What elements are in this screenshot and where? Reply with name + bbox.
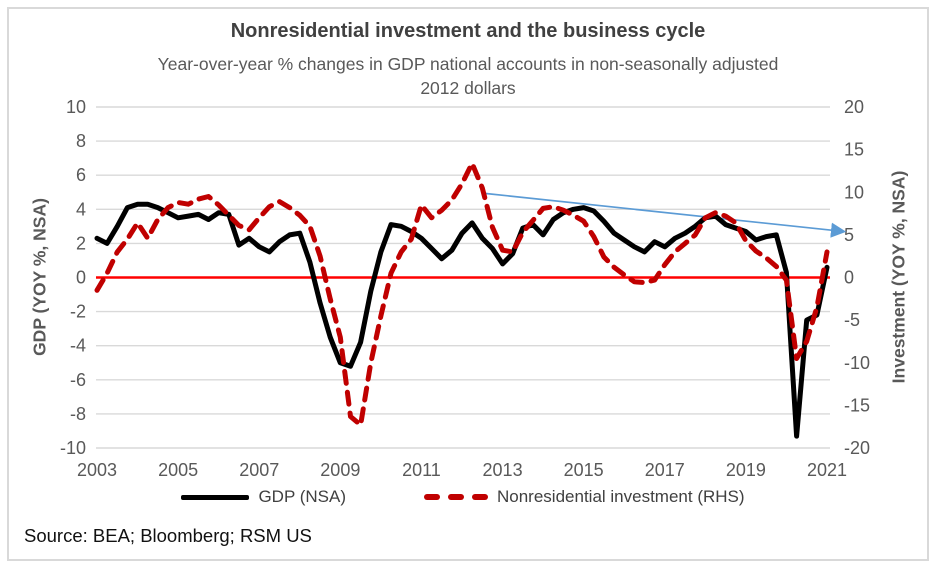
x-axis-tick-label: 2011 xyxy=(402,460,441,480)
x-axis-tick-label: 2013 xyxy=(483,460,523,480)
left-axis-tick-label: -2 xyxy=(70,302,86,322)
x-axis-tick-label: 2003 xyxy=(77,460,117,480)
right-axis-tick-label: 5 xyxy=(844,225,854,245)
left-axis-tick-label: 4 xyxy=(76,199,86,219)
right-axis-tick-label: 15 xyxy=(844,140,864,160)
left-axis-tick-label: -8 xyxy=(70,404,86,424)
chart-subtitle: Year-over-year % changes in GDP national… xyxy=(157,54,779,98)
gdp-line xyxy=(94,201,830,439)
right-axis-tick-label: 10 xyxy=(844,182,864,202)
left-axis-tick-label: 6 xyxy=(76,165,86,185)
x-axis-tick-label: 2015 xyxy=(564,460,604,480)
right-axis-tick-label: -20 xyxy=(844,438,870,458)
legend: GDP (NSA) Nonresidential investment (RHS… xyxy=(96,487,830,507)
legend-label-gdp: GDP (NSA) xyxy=(258,487,346,506)
gdp-line-swatch xyxy=(181,494,250,500)
right-axis-tick-label: -5 xyxy=(844,310,860,330)
dash-segment xyxy=(472,494,488,500)
left-axis-tick-label: 0 xyxy=(76,268,86,288)
left-axis-tick-label: 2 xyxy=(76,233,86,253)
dash-segment xyxy=(448,494,464,500)
right-axis-tick-label: -10 xyxy=(844,353,870,373)
chart-title: Nonresidential investment and the busine… xyxy=(230,20,706,42)
x-axis-tick-label: 2019 xyxy=(726,460,766,480)
dash-segment xyxy=(424,494,440,500)
x-axis-tick-label: 2007 xyxy=(239,460,279,480)
x-axis-tick-label: 2009 xyxy=(320,460,360,480)
x-axis-tick-label: 2021 xyxy=(807,460,847,480)
left-axis-tick-label: 10 xyxy=(66,97,86,117)
left-axis-tick-label: -10 xyxy=(60,438,86,458)
right-axis-tick-label: 0 xyxy=(844,268,854,288)
right-axis-title: Investment (YOY %, NSA) xyxy=(888,170,909,384)
legend-item-gdp: GDP (NSA) xyxy=(181,487,346,507)
x-axis-tick-label: 2005 xyxy=(158,460,198,480)
x-axis-tick-label: 2017 xyxy=(645,460,685,480)
left-axis-tick-label: 8 xyxy=(76,131,86,151)
left-axis-tick-label: -6 xyxy=(70,370,86,390)
investment-dash-swatch xyxy=(424,494,488,500)
source-note: Source: BEA; Bloomberg; RSM US xyxy=(24,525,312,546)
trend-arrow xyxy=(482,192,847,238)
right-axis-tick-label: -15 xyxy=(844,395,870,415)
right-axis-tick-label: 20 xyxy=(844,97,864,117)
legend-item-investment: Nonresidential investment (RHS) xyxy=(424,487,745,507)
legend-label-investment: Nonresidential investment (RHS) xyxy=(497,487,745,506)
investment-line xyxy=(94,160,830,428)
left-axis-tick-label: -4 xyxy=(70,336,86,356)
left-axis-title: GDP (YOY %, NSA) xyxy=(29,198,50,356)
